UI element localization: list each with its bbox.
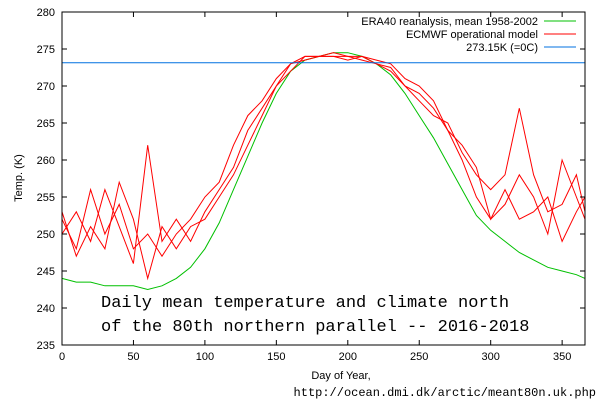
- y-tick-label: 235: [37, 340, 55, 352]
- y-tick-label: 245: [37, 266, 55, 278]
- ecmwf-year-line: [61, 52, 586, 281]
- y-tick-label: 275: [37, 44, 55, 56]
- legend: ERA40 reanalysis, mean 1958-2002 ECMWF o…: [361, 16, 576, 54]
- axis-ticks: 0 50 100 150 200 250 300 350 235 240 245 250 255 260 2…: [37, 7, 585, 363]
- x-axis-label: Day of Year,: [311, 370, 370, 382]
- series-layer: [61, 52, 586, 291]
- annotation-line-2: of the 80th northern parallel -- 2016-20…: [101, 318, 529, 337]
- x-tick-label: 50: [127, 351, 139, 363]
- x-tick-label: 100: [196, 351, 214, 363]
- source-url: http://ocean.dmi.dk/arctic/meant80n.uk.p…: [294, 386, 596, 400]
- y-axis-label: Temp. (K): [13, 154, 25, 202]
- x-tick-label: 250: [410, 351, 428, 363]
- legend-label-era40: ERA40 reanalysis, mean 1958-2002: [361, 16, 538, 28]
- x-tick-label: 300: [482, 351, 500, 363]
- y-tick-label: 250: [37, 229, 55, 241]
- y-tick-label: 240: [37, 303, 55, 315]
- plot-frame: [61, 11, 586, 346]
- annotation-line-1: Daily mean temperature and climate north: [101, 294, 509, 313]
- climate-mean-line: [61, 52, 586, 291]
- x-tick-label: 200: [339, 351, 357, 363]
- y-tick-label: 280: [37, 7, 55, 19]
- x-tick-label: 150: [267, 351, 285, 363]
- legend-label-freezing: 273.15K (=0C): [466, 42, 538, 54]
- y-tick-label: 265: [37, 118, 55, 130]
- y-tick-label: 255: [37, 192, 55, 204]
- legend-label-ecmwf: ECMWF operational model: [406, 29, 538, 41]
- ecmwf-year-line: [61, 55, 586, 258]
- x-tick-label: 350: [553, 351, 571, 363]
- y-tick-label: 260: [37, 155, 55, 167]
- y-tick-label: 270: [37, 81, 55, 93]
- ecmwf-year-line: [61, 55, 586, 264]
- x-tick-label: 0: [59, 351, 65, 363]
